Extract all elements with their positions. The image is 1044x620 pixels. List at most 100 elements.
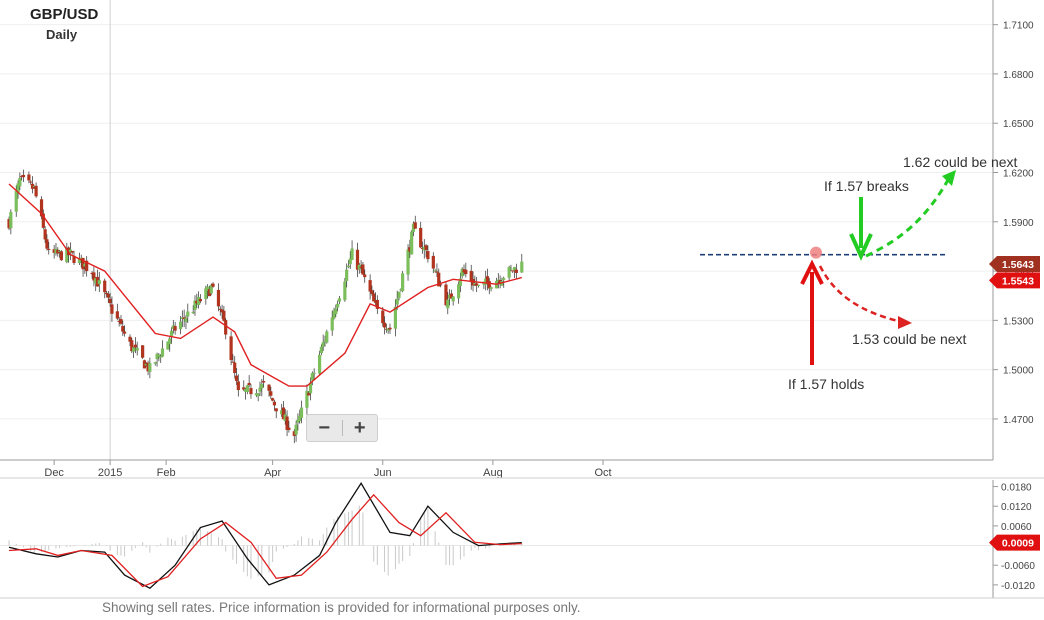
candle-up xyxy=(308,382,313,394)
candle-down xyxy=(487,281,491,289)
candle-up xyxy=(160,348,165,357)
badge-shape xyxy=(989,256,1040,273)
candle-down xyxy=(130,340,134,352)
x-tick-label: Feb xyxy=(157,467,176,479)
candle-up xyxy=(337,298,342,302)
candle-up xyxy=(509,268,513,270)
candle-up xyxy=(399,289,403,291)
candle-down xyxy=(119,319,123,324)
candle-down xyxy=(485,276,490,283)
candle-up xyxy=(298,415,302,422)
candle-up xyxy=(132,347,136,352)
candle-up xyxy=(397,291,401,298)
candle-up xyxy=(476,284,481,286)
x-tick-label: Apr xyxy=(264,467,281,479)
candle-up xyxy=(321,342,325,347)
y-tick-label: 1.6500 xyxy=(1003,119,1034,130)
candle-down xyxy=(373,300,378,303)
candle-up xyxy=(184,318,188,322)
candle-down xyxy=(108,298,112,304)
x-tick-label: Jun xyxy=(374,467,392,479)
candle-down xyxy=(231,361,235,363)
candle-up xyxy=(410,231,414,255)
candle-up xyxy=(520,261,524,273)
candle-down xyxy=(426,251,430,260)
candle-down xyxy=(475,283,479,286)
y-tick-label: 1.5000 xyxy=(1003,366,1034,377)
candle-down xyxy=(122,331,127,334)
candle-up xyxy=(451,296,455,302)
ind-y-tick-label: 0.0180 xyxy=(1001,483,1032,494)
candle-down xyxy=(269,391,273,396)
candle-down xyxy=(420,248,425,250)
ind-y-tick-label: 0.0060 xyxy=(1001,522,1032,533)
candle-up xyxy=(258,387,262,392)
candle-up xyxy=(209,284,213,294)
candle-up xyxy=(294,424,298,435)
candle-up xyxy=(433,270,437,272)
candle-down xyxy=(220,309,224,313)
candle-down xyxy=(59,251,63,261)
candle-up xyxy=(68,249,73,253)
candle-up xyxy=(206,286,210,291)
candle-down xyxy=(424,245,428,251)
candle-up xyxy=(168,338,172,345)
zoom-out-button[interactable]: − xyxy=(318,417,331,439)
ind-y-tick-label: -0.0120 xyxy=(1001,581,1035,592)
candle-up xyxy=(473,282,477,285)
candle-down xyxy=(198,299,203,302)
candle-up xyxy=(346,265,351,268)
zoom-in-button[interactable]: + xyxy=(353,417,366,439)
candle-up xyxy=(186,311,190,317)
candle-up xyxy=(319,346,323,354)
candle-up xyxy=(243,389,248,392)
candle-down xyxy=(224,320,228,335)
candle-down xyxy=(41,213,45,228)
candle-down xyxy=(388,327,392,330)
candle-down xyxy=(92,272,96,281)
candle-up xyxy=(14,191,18,212)
candle-down xyxy=(115,311,119,319)
candle-up xyxy=(16,183,20,193)
candle-down xyxy=(462,269,466,273)
candle-up xyxy=(32,185,36,187)
candle-down xyxy=(469,270,473,283)
candle-down xyxy=(498,279,502,284)
candle-up xyxy=(155,353,159,360)
candle-down xyxy=(195,300,199,304)
candle-up xyxy=(348,258,352,265)
candle-down xyxy=(20,176,24,178)
candle-up xyxy=(193,300,197,310)
candle-up xyxy=(157,354,161,357)
candle-up xyxy=(502,278,506,280)
ma-price-badge: 1.5543 xyxy=(989,272,1040,289)
candle-down xyxy=(103,280,107,293)
red-dashed-arrowhead xyxy=(898,316,912,329)
candle-up xyxy=(401,273,405,292)
candle-up xyxy=(411,223,416,232)
green-dashed-path xyxy=(865,179,950,258)
indicator-panel: 0.0180 0.0120 0.0060 -0.0060 -0.0120 0.0009 xyxy=(0,482,1040,592)
candle-down xyxy=(81,257,85,270)
candle-up xyxy=(166,341,170,350)
candle-up xyxy=(422,246,426,251)
candle-down xyxy=(29,181,33,183)
y-tick-label: 1.5300 xyxy=(1003,316,1034,327)
candle-down xyxy=(222,310,226,321)
candle-up xyxy=(57,250,62,252)
candle-down xyxy=(435,271,439,273)
candle-down xyxy=(43,229,47,240)
badge-label: 1.5643 xyxy=(1002,259,1034,271)
candle-down xyxy=(128,336,132,342)
candle-down xyxy=(117,321,121,323)
candle-down xyxy=(72,255,76,263)
candle-down xyxy=(70,251,74,253)
candle-down xyxy=(104,292,109,295)
candles xyxy=(7,169,524,444)
candle-up xyxy=(153,362,157,364)
candle-down xyxy=(45,239,49,249)
candle-up xyxy=(77,258,82,264)
chart-title: GBP/USD xyxy=(30,6,99,23)
candle-down xyxy=(375,299,379,309)
